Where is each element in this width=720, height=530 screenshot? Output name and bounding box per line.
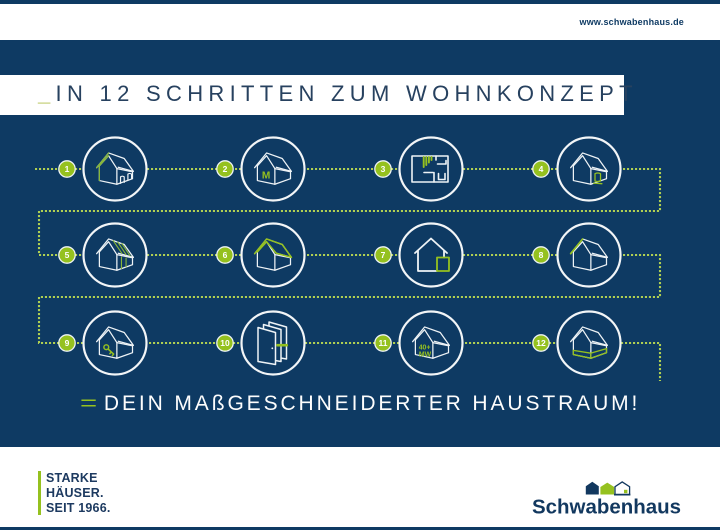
svg-text:3: 3 bbox=[381, 164, 386, 174]
svg-text:4: 4 bbox=[539, 164, 544, 174]
svg-text:12: 12 bbox=[536, 338, 546, 348]
svg-text:40+: 40+ bbox=[419, 345, 431, 352]
svg-text:11: 11 bbox=[379, 338, 388, 348]
svg-text:2: 2 bbox=[223, 164, 228, 174]
svg-text:10: 10 bbox=[220, 338, 230, 348]
svg-text:6: 6 bbox=[223, 250, 228, 260]
svg-text:9: 9 bbox=[65, 338, 70, 348]
svg-text:8: 8 bbox=[539, 250, 544, 260]
svg-text:M: M bbox=[262, 171, 270, 182]
svg-text:MW: MW bbox=[419, 351, 432, 358]
svg-text:Schwabenhaus: Schwabenhaus bbox=[532, 496, 681, 519]
svg-text:5: 5 bbox=[65, 250, 70, 260]
svg-text:1: 1 bbox=[65, 164, 70, 174]
svg-text:7: 7 bbox=[381, 250, 386, 260]
